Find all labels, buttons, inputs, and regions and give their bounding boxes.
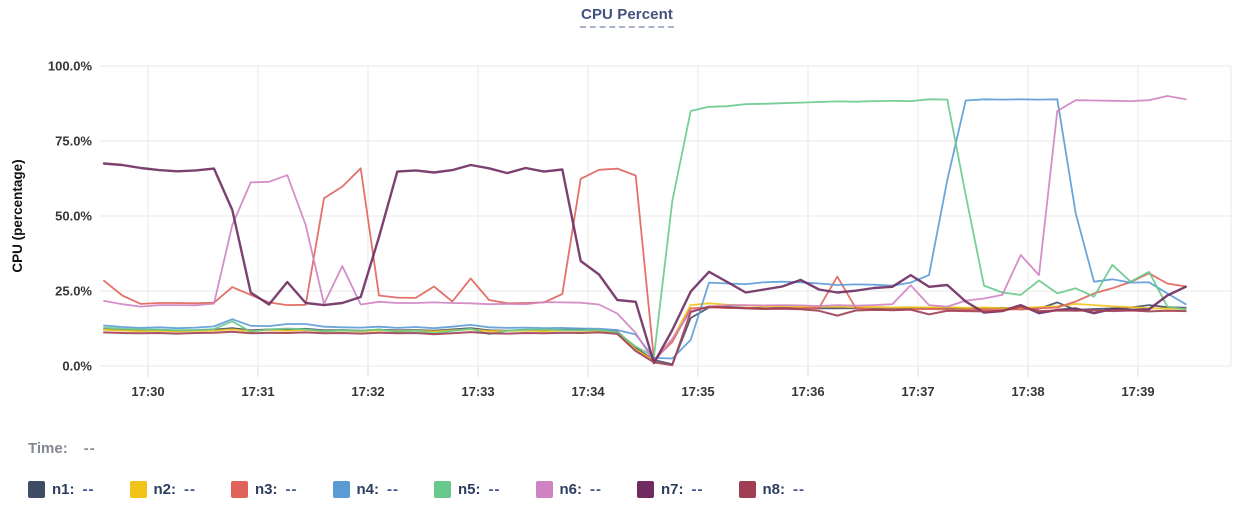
x-tick-label: 17:34	[571, 384, 605, 399]
x-tick-label: 17:32	[351, 384, 384, 399]
legend-swatch-n2	[129, 481, 147, 498]
legend-swatch-n7	[637, 481, 654, 498]
series-line-n8	[103, 305, 1187, 367]
series-line-n4	[103, 98, 1187, 360]
legend-value: --	[285, 481, 298, 498]
legend-item-n6[interactable]: n6: --	[535, 481, 603, 498]
y-tick-label: 0.0%	[62, 359, 92, 374]
legend-value: --	[184, 481, 196, 498]
legend-swatch-n3	[231, 481, 248, 498]
legend-item-n1[interactable]: n1: --	[28, 481, 95, 498]
time-row: Time: --	[28, 440, 96, 457]
time-label: Time:	[28, 440, 68, 457]
y-tick-label: 25.0%	[55, 284, 92, 299]
legend-label: n8:	[762, 481, 786, 498]
x-tick-label: 17:35	[681, 384, 714, 399]
chart-header: CPU Percent	[0, 6, 1254, 28]
legend-value: --	[793, 481, 805, 498]
time-value: --	[83, 440, 96, 457]
legend-label: n2:	[153, 481, 177, 498]
legend: n1: -- n2: -- n3: -- n4: -- n5: -- n6: -- n7: -- n8: --	[28, 481, 805, 498]
x-tick-label: 17:33	[461, 384, 494, 399]
cpu-percent-chart: 100.0% 75.0% 50.0% 25.0% 0.0% 17:30 17:31 17:32…	[10, 59, 1232, 399]
legend-value: --	[82, 481, 95, 498]
x-tick-label: 17:39	[1121, 384, 1154, 399]
legend-swatch-n5	[434, 481, 451, 498]
legend-label: n5:	[458, 481, 481, 498]
y-tick-label: 50.0%	[55, 209, 92, 224]
x-tick-label: 17:38	[1011, 384, 1044, 399]
series-line-n2	[103, 302, 1187, 362]
legend-value: --	[488, 481, 501, 498]
series-line-n6	[103, 95, 1187, 363]
legend-item-n2[interactable]: n2: --	[129, 481, 197, 498]
x-tick-label: 17:37	[901, 384, 934, 399]
chart-title[interactable]: CPU Percent	[580, 6, 674, 28]
legend-swatch-n4	[332, 481, 350, 498]
legend-label: n3:	[255, 481, 278, 498]
legend-label: n4:	[356, 481, 380, 498]
legend-value: --	[691, 481, 704, 498]
legend-label: n7:	[661, 481, 684, 498]
legend-value: --	[387, 481, 399, 498]
y-tick-label: 100.0%	[48, 59, 93, 74]
legend-swatch-n8	[738, 481, 756, 498]
legend-item-n3[interactable]: n3: --	[231, 481, 298, 498]
legend-item-n5[interactable]: n5: --	[434, 481, 501, 498]
legend-swatch-n1	[28, 481, 45, 498]
legend-item-n4[interactable]: n4: --	[332, 481, 400, 498]
legend-item-n8[interactable]: n8: --	[738, 481, 806, 498]
series-line-n5	[103, 98, 1187, 358]
y-axis-title: CPU (percentage)	[10, 159, 25, 272]
legend-label: n6:	[559, 481, 583, 498]
legend-swatch-n6	[535, 481, 553, 498]
legend-item-n7[interactable]: n7: --	[637, 481, 704, 498]
x-tick-label: 17:31	[241, 384, 274, 399]
x-tick-label: 17:36	[791, 384, 824, 399]
x-tick-label: 17:30	[131, 384, 164, 399]
y-tick-label: 75.0%	[55, 134, 92, 149]
legend-value: --	[590, 481, 602, 498]
legend-label: n1:	[52, 481, 75, 498]
